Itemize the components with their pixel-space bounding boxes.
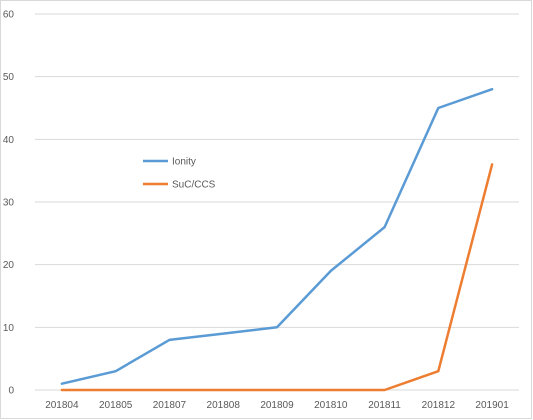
series-lines: [60, 87, 494, 392]
axes: 0 10 20 30 40 50 60 201804 201805 201807 201808 201…: [3, 10, 519, 411]
x-tick-label: 201805: [99, 400, 133, 411]
x-tick-label: 201901: [475, 400, 509, 411]
x-tick-label: 201804: [45, 400, 79, 411]
y-tick-label: 0: [8, 386, 14, 397]
x-tick-label: 201809: [260, 400, 294, 411]
y-tick-label: 20: [3, 260, 15, 271]
y-tick-label: 60: [3, 10, 15, 21]
x-tick-label: 201808: [207, 400, 241, 411]
y-tick-label: 10: [3, 323, 15, 334]
x-tick-label: 201811: [368, 400, 401, 411]
legend-label: SuC/CCS: [172, 180, 216, 191]
y-tick-label: 40: [3, 135, 15, 146]
series-line-suc-ccs: [60, 163, 494, 392]
gridlines: [35, 13, 519, 328]
legend-label: Ionity: [172, 157, 196, 168]
legend: Ionity SuC/CCS: [143, 157, 216, 191]
series-line-ionity: [60, 87, 494, 385]
x-tick-label: 201807: [153, 400, 187, 411]
y-tick-label: 30: [3, 198, 15, 209]
y-tick-label: 50: [3, 72, 15, 83]
x-tick-label: 201810: [314, 400, 348, 411]
x-tick-label: 201812: [422, 400, 456, 411]
